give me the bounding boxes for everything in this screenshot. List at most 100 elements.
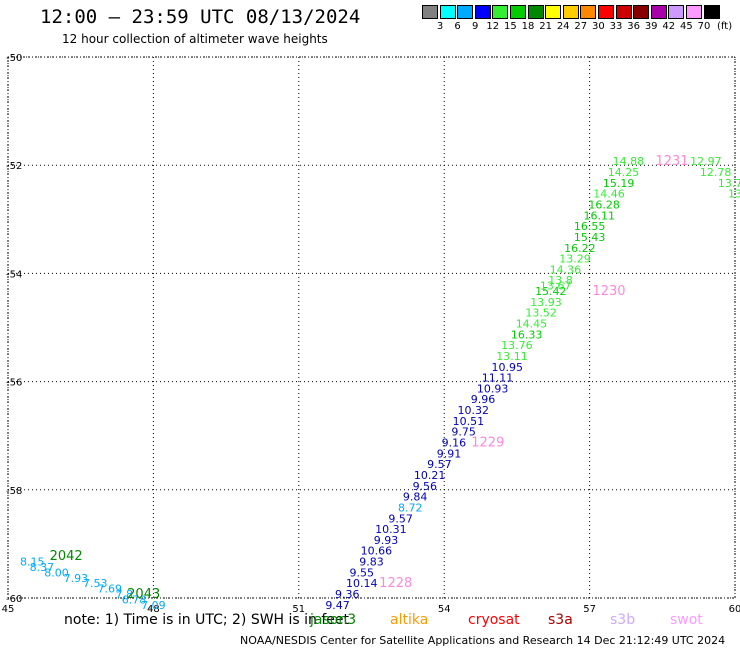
legend-label: 12	[486, 21, 500, 32]
wave-height-point: 15.43	[574, 231, 606, 244]
wave-height-point: 9.91	[437, 447, 462, 460]
note-label: note: 1) Time is in UTC; 2) SWH is in fe…	[64, 612, 350, 628]
wave-height-point: 13.52	[525, 307, 557, 320]
wave-height-point: 8.37	[30, 561, 55, 574]
legend-label: 9	[472, 21, 479, 32]
legend-label: 15	[504, 21, 517, 32]
map-frame	[7, 56, 736, 599]
wave-height-point: 9.47	[325, 599, 350, 612]
wave-height-point: 10.31	[375, 523, 407, 536]
legend-swatch	[615, 5, 632, 19]
legend-label: 21	[539, 21, 552, 32]
pass-time-label: 1228	[379, 576, 412, 591]
lon-tick-label: 60	[729, 604, 740, 615]
wave-height-point: 10.51	[453, 415, 485, 428]
legend-label: 27	[574, 21, 588, 32]
wave-height-point: 9.83	[359, 556, 384, 569]
wave-height-point: 16.22	[564, 242, 596, 255]
lon-tick-label: 48	[147, 604, 160, 615]
lat-tick-label: -52	[6, 161, 22, 172]
wave-height-point: 8.00	[44, 566, 69, 579]
legend-swatch	[439, 5, 456, 19]
wave-height-point: 8.72	[398, 501, 423, 514]
wave-height-point: 16.28	[588, 198, 620, 211]
lon-tick-label: 51	[292, 604, 305, 615]
wave-height-point: 14.46	[593, 188, 625, 201]
legend-swatch	[580, 5, 597, 19]
legend-label: 18	[521, 21, 535, 32]
color-legend: 3 6 9 12 15 18 21 24 27 30 33 36 39 42 45 70 (ft)	[422, 5, 732, 33]
note-text: note: 1) Time is in UTC; 2) SWH is in fe…	[64, 612, 349, 628]
sat-s3b: s3b	[610, 612, 636, 628]
wave-height-point: 7.09	[141, 599, 166, 612]
legend-label: 6	[454, 21, 461, 32]
wave-height-point: 14.45	[516, 318, 548, 331]
legend-swatch	[492, 5, 509, 19]
footer-credit: NOAA/NESDIS Center for Satellite Applica…	[240, 634, 726, 647]
wave-height-point: 8.15	[20, 556, 45, 569]
legend-unit: (ft)	[717, 21, 733, 32]
legend-swatch	[527, 5, 544, 19]
legend-label: 33	[609, 21, 623, 32]
wave-height-point: 10.21	[414, 469, 446, 482]
wave-height-point: 10.93	[477, 382, 509, 395]
wave-height-point: 9.56	[413, 480, 438, 493]
wave-height-point: 15.42	[535, 285, 567, 298]
legend-swatch	[650, 5, 667, 19]
wave-height-point: 12.97	[690, 155, 722, 168]
wave-height-point: 9.36	[335, 588, 360, 601]
wave-height-point: 13.8	[548, 274, 573, 287]
sat-s3a: s3a	[548, 612, 573, 628]
lat-tick-label: -60	[6, 594, 22, 605]
pass-time-label: 1230	[592, 284, 625, 299]
wave-height-point: 9.93	[374, 534, 399, 547]
lat-tick-label: -54	[6, 269, 22, 280]
legend-label: 45	[680, 21, 693, 32]
wave-height-point: 10.66	[361, 545, 393, 558]
wave-height-point: 13.67	[540, 280, 572, 293]
lat-tick-label: -50	[6, 53, 22, 64]
lon-tick-label: 57	[583, 604, 596, 615]
wave-height-point: 9.57	[388, 512, 413, 525]
wave-height-point: 13.7	[718, 177, 740, 190]
wave-height-point: 7.93	[64, 572, 89, 585]
pass-time-label: 1231	[655, 154, 688, 169]
sat-altika: altika	[390, 612, 429, 628]
pass-time-label: 2042	[50, 549, 83, 564]
wave-height-point: 9.16	[442, 437, 467, 450]
wave-height-point: 10.32	[458, 404, 490, 417]
wave-height-point: 16.11	[584, 209, 616, 222]
wave-height-point: 16.55	[574, 220, 606, 233]
wave-height-point: 7.8	[116, 588, 134, 601]
wave-height-point: 11.11	[482, 372, 514, 385]
legend-swatch	[562, 5, 579, 19]
wave-height-point: 13.11	[496, 350, 528, 363]
lon-tick-label: 54	[438, 604, 451, 615]
wave-height-point: 7.53	[83, 577, 108, 590]
wave-height-point: 13	[728, 188, 740, 201]
legend-label: 42	[662, 21, 676, 32]
lat-tick-label: -56	[6, 378, 22, 389]
legend-swatch	[668, 5, 685, 19]
legend-swatch	[598, 5, 614, 19]
lon-tick-label: 45	[2, 604, 15, 615]
wave-height-point: 9.75	[451, 426, 476, 439]
legend-swatch	[545, 5, 562, 19]
legend-label: 39	[644, 21, 658, 32]
wave-height-point: 14.25	[608, 166, 640, 179]
wave-height-point: 7.69	[98, 583, 123, 596]
wave-height-point: 6.78	[122, 593, 147, 606]
legend-swatch	[703, 5, 720, 19]
lat-tick-label: -58	[6, 486, 22, 497]
wave-height-point: 9.84	[403, 491, 428, 504]
wave-height-point: 14.88	[613, 155, 645, 168]
wave-height-point: 10.14	[346, 577, 378, 590]
wave-height-point: 14.36	[550, 263, 582, 276]
legend-label: 36	[627, 21, 640, 32]
sat-cryosat: cryosat	[468, 612, 520, 628]
page-title: 12:00 – 23:59 UTC 08/13/2024	[40, 6, 361, 28]
wave-height-point: 13.93	[530, 296, 562, 309]
legend-label: 70	[697, 21, 711, 32]
pass-time-label: 2043	[127, 587, 160, 602]
